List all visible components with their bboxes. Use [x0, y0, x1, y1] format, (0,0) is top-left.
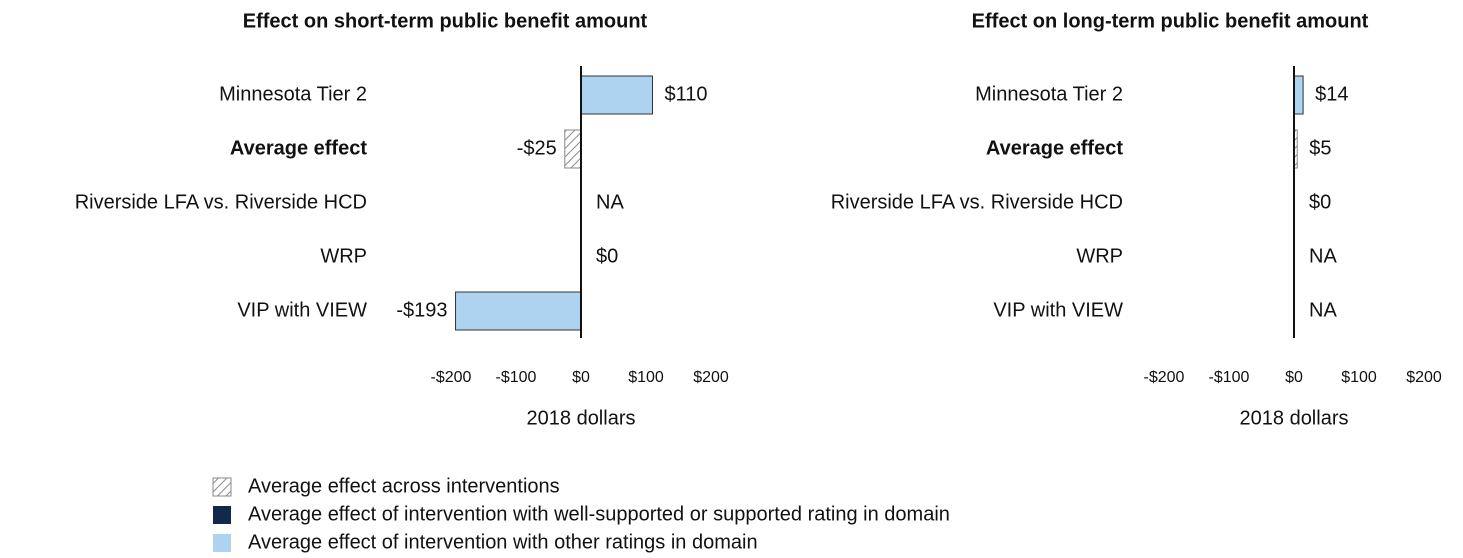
- x-axis-label: 2018 dollars: [527, 407, 636, 429]
- value-label: NA: [1309, 299, 1337, 321]
- chart-title: Effect on short-term public benefit amou…: [243, 10, 648, 32]
- x-tick-label: $200: [693, 369, 729, 386]
- value-label: $5: [1309, 137, 1331, 159]
- category-label: WRP: [1076, 245, 1123, 267]
- category-label: Minnesota Tier 2: [219, 83, 367, 105]
- value-label: NA: [1309, 245, 1337, 267]
- legend-label: Average effect across interventions: [248, 475, 560, 497]
- category-label: WRP: [320, 245, 367, 267]
- x-tick-label: $0: [572, 369, 590, 386]
- category-label: Average effect: [230, 137, 367, 159]
- x-tick-label: $200: [1406, 369, 1442, 386]
- x-tick-label: -$200: [431, 369, 472, 386]
- value-label: -$193: [396, 299, 447, 321]
- chart-title: Effect on long-term public benefit amoun…: [972, 10, 1369, 32]
- x-tick-label: -$100: [496, 369, 537, 386]
- x-tick-label: -$100: [1209, 369, 1250, 386]
- value-label: -$25: [517, 137, 557, 159]
- x-tick-label: $0: [1285, 369, 1303, 386]
- category-label: VIP with VIEW: [993, 299, 1123, 321]
- bar: [580, 75, 653, 115]
- category-label: Riverside LFA vs. Riverside HCD: [75, 191, 367, 213]
- x-tick-label: $100: [1341, 369, 1377, 386]
- category-label: Riverside LFA vs. Riverside HCD: [831, 191, 1123, 213]
- bar: [1293, 75, 1304, 115]
- category-label: Average effect: [986, 137, 1123, 159]
- category-label: VIP with VIEW: [237, 299, 367, 321]
- value-label: $0: [596, 245, 618, 267]
- x-tick-label: -$200: [1144, 369, 1185, 386]
- value-label: NA: [596, 191, 624, 213]
- bar: [564, 129, 582, 169]
- legend-swatch: [213, 534, 231, 552]
- bar: [455, 291, 582, 331]
- value-label: $110: [665, 83, 708, 105]
- value-label: $0: [1309, 191, 1331, 213]
- value-label: $14: [1315, 83, 1348, 105]
- category-label: Minnesota Tier 2: [975, 83, 1123, 105]
- x-axis-label: 2018 dollars: [1240, 407, 1349, 429]
- legend-label: Average effect of intervention with othe…: [248, 531, 758, 553]
- legend-swatch: [213, 506, 231, 524]
- x-tick-label: $100: [628, 369, 664, 386]
- legend-label: Average effect of intervention with well…: [248, 503, 950, 525]
- legend-swatch: [212, 477, 232, 497]
